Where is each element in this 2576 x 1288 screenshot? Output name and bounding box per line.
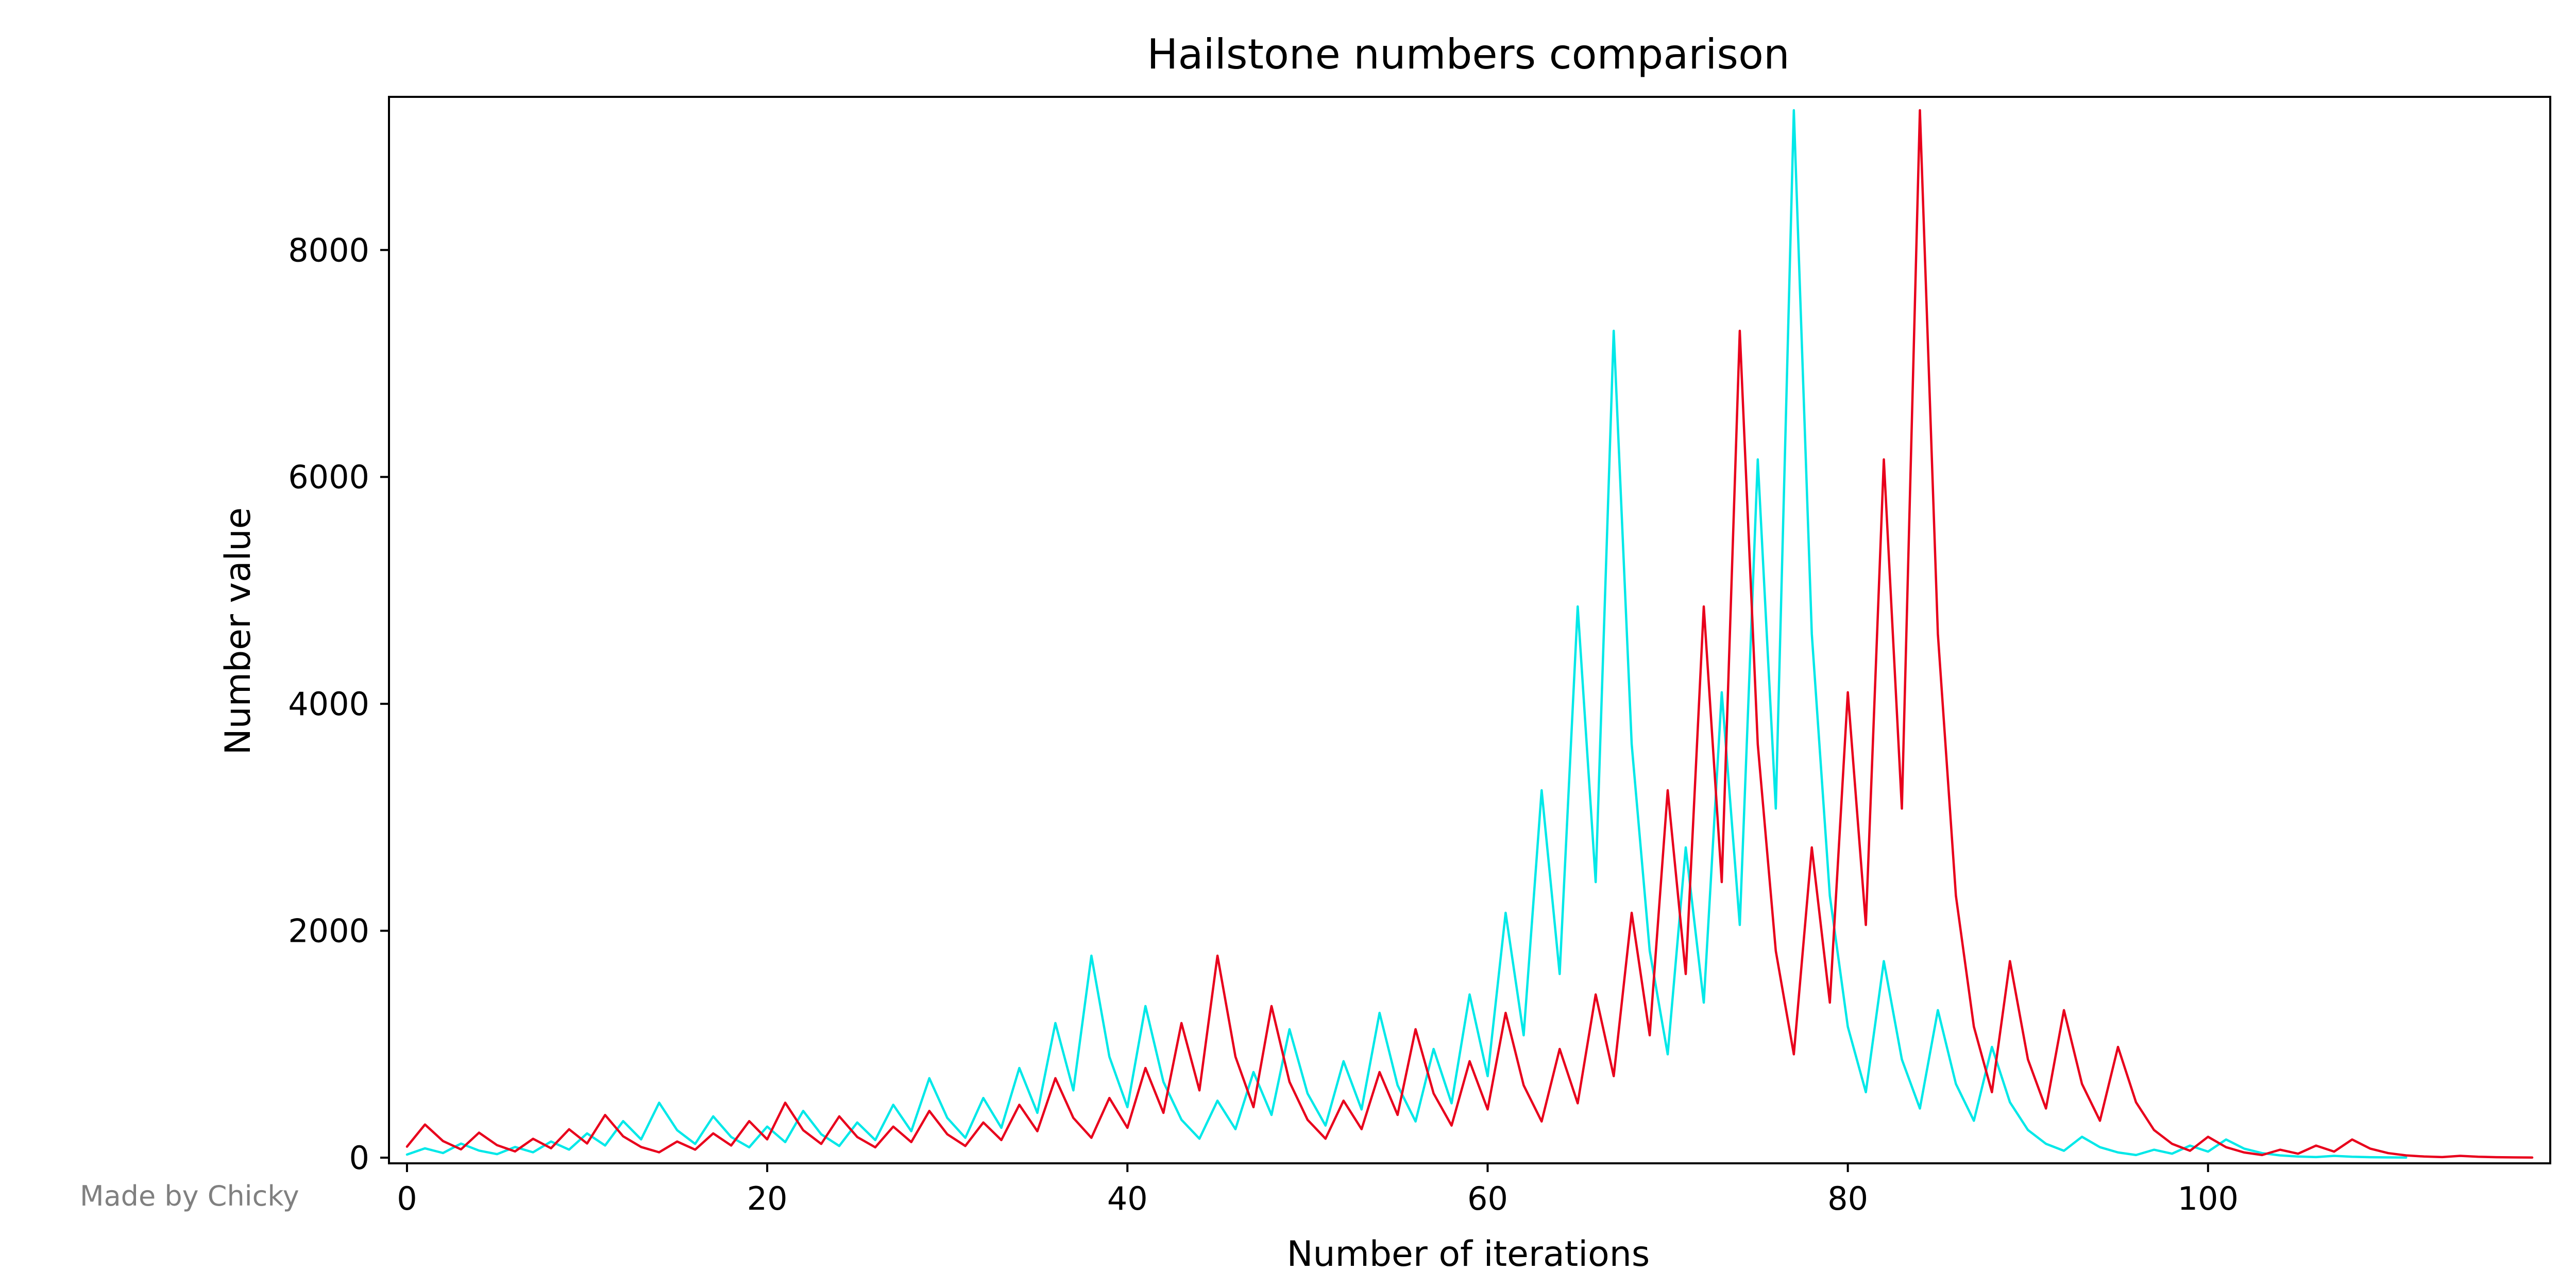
y-axis-label: Number value: [218, 507, 259, 755]
plot-area: 0 20 40 60 80 100 0 2000 4000 6000 8000: [288, 96, 2551, 1217]
plot-frame: [388, 96, 2551, 1164]
x-tick-label: 0: [397, 1180, 417, 1217]
x-tick-label: 40: [1107, 1180, 1148, 1217]
x-tick-label: 80: [1827, 1180, 1868, 1217]
credit-watermark: Made by Chicky: [80, 1180, 299, 1212]
y-tick-label: 2000: [288, 912, 369, 950]
series-line-cyan: [405, 109, 2408, 1159]
x-tick-label: 20: [747, 1180, 788, 1217]
x-tick-label: 60: [1467, 1180, 1508, 1217]
x-tick-label: 100: [2178, 1180, 2239, 1217]
y-tick-label: 8000: [288, 231, 369, 269]
x-axis-label: Number of iterations: [1287, 1234, 1650, 1275]
series-line-red: [405, 109, 2534, 1159]
series-group: [405, 109, 2534, 1159]
y-tick-label: 6000: [288, 459, 369, 496]
y-tick-label: 4000: [288, 685, 369, 723]
chart-title: Hailstone numbers comparison: [1147, 30, 1789, 78]
y-tick-label: 0: [349, 1139, 369, 1177]
